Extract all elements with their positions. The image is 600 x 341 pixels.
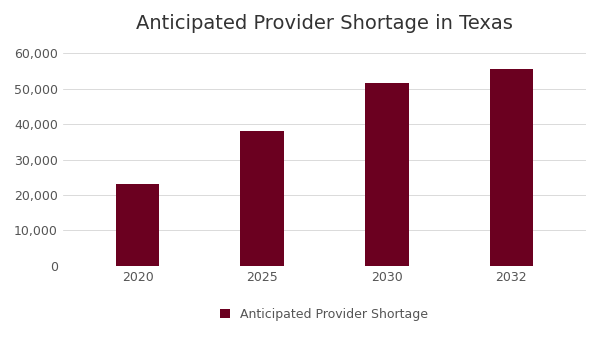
Legend: Anticipated Provider Shortage: Anticipated Provider Shortage — [220, 308, 428, 321]
Title: Anticipated Provider Shortage in Texas: Anticipated Provider Shortage in Texas — [136, 14, 513, 33]
Bar — [490, 69, 533, 266]
Bar — [365, 84, 409, 266]
Bar — [116, 184, 160, 266]
Bar — [241, 131, 284, 266]
